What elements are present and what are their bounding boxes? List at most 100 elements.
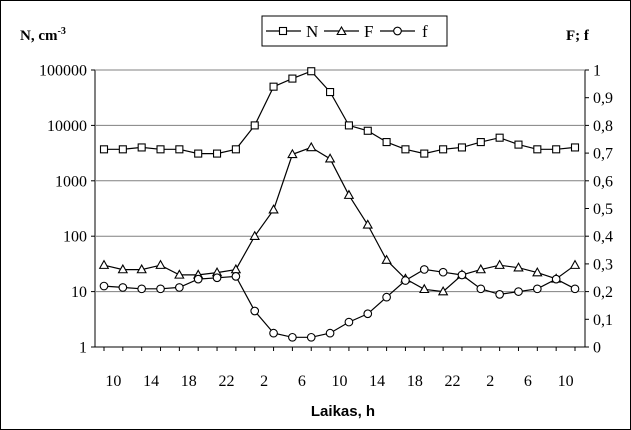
right-tick-label: 0,3 [593, 256, 613, 273]
right-tick-label: 0,2 [593, 284, 613, 301]
data-point-square [194, 149, 203, 158]
legend-triangle-marker [336, 25, 347, 36]
data-point-circle [288, 332, 297, 342]
gridlines [95, 69, 585, 293]
data-point-square [382, 138, 391, 147]
data-point-square [570, 143, 580, 152]
left-tick-label: 10 [71, 284, 87, 301]
data-point-square [439, 145, 448, 154]
data-point-triangle [475, 263, 487, 274]
data-point-triangle [268, 204, 279, 214]
data-point-square [137, 143, 146, 152]
data-point-square [344, 121, 353, 130]
left-tick-label: 1000 [55, 173, 87, 190]
x-tick-label: 6 [524, 373, 532, 390]
legend-label-f-upper: F [364, 22, 373, 41]
data-point-circle [495, 290, 504, 299]
data-point-triangle [155, 259, 166, 269]
data-point-circle [401, 276, 410, 285]
data-point-circle [250, 306, 260, 316]
series-f-lower [99, 265, 580, 342]
data-point-triangle [117, 263, 129, 274]
x-tick-label: 10 [105, 373, 121, 390]
data-point-triangle [98, 259, 110, 269]
data-point-triangle [174, 269, 185, 279]
data-point-square [269, 82, 278, 91]
data-point-square [212, 149, 222, 158]
right-axis-title: F; f [566, 28, 590, 44]
legend-item-f-upper: F [324, 22, 373, 41]
data-point-triangle [532, 267, 543, 277]
legend-square-marker [278, 26, 288, 36]
right-axis-ticks: 0 0,1 0,2 0,3 0,4 0,5 0,6 0,7 0,8 0,9 1 [585, 63, 613, 357]
x-tick-label: 2 [260, 373, 268, 390]
data-point-square [401, 145, 410, 154]
left-tick-label: 10000 [47, 118, 87, 135]
data-point-circle [269, 328, 278, 338]
data-point-triangle [287, 148, 298, 159]
legend-item-n: N [266, 22, 318, 41]
data-point-square [363, 126, 372, 135]
legend-circle-marker [393, 26, 402, 36]
data-point-triangle [249, 230, 260, 240]
data-point-square [457, 143, 467, 152]
data-point-circle [551, 274, 561, 284]
data-point-circle [532, 284, 542, 294]
data-point-triangle [437, 285, 449, 296]
x-tick-label: 14 [143, 373, 159, 390]
legend: N F f [261, 15, 448, 47]
data-point-triangle [343, 189, 355, 199]
legend-label-n: N [306, 22, 318, 41]
data-point-triangle [513, 262, 524, 272]
series-f-upper [98, 141, 581, 296]
data-point-square [495, 133, 504, 142]
data-point-circle [156, 284, 165, 294]
right-tick-label: 1 [593, 63, 601, 80]
x-tick-label: 18 [407, 373, 423, 390]
data-point-square [231, 145, 240, 154]
data-point-square [118, 145, 127, 154]
data-point-triangle [494, 259, 505, 269]
right-tick-label: 0,6 [593, 173, 613, 190]
legend-item-f-lower: f [380, 22, 428, 41]
data-point-circle [137, 284, 147, 294]
data-point-triangle [569, 259, 581, 269]
data-point-circle [212, 273, 222, 283]
data-point-circle [306, 332, 316, 342]
data-point-circle [570, 284, 580, 294]
data-point-triangle [362, 219, 373, 229]
right-tick-label: 0,5 [593, 201, 613, 218]
data-point-circle [457, 270, 467, 280]
data-point-circle [118, 283, 128, 292]
x-axis-title: Laikas, h [311, 403, 375, 420]
right-tick-label: 0,1 [593, 312, 613, 329]
data-point-circle [363, 309, 373, 319]
data-point-square [288, 74, 297, 83]
data-point-square [420, 149, 429, 158]
data-point-circle [382, 292, 391, 302]
data-point-square [476, 138, 485, 147]
data-point-square [326, 87, 335, 97]
data-point-square [156, 145, 165, 154]
data-point-square [175, 145, 184, 154]
left-axis-title: N, cm-3 [20, 26, 66, 44]
x-axis-ticks: 10 14 18 22 2 6 10 14 18 22 2 6 10 [103, 347, 576, 390]
data-point-triangle [324, 153, 336, 163]
data-point-circle [344, 317, 354, 327]
data-point-square [250, 121, 259, 130]
right-tick-label: 0,8 [593, 118, 613, 135]
data-point-square [307, 67, 316, 76]
data-point-square [552, 145, 561, 154]
right-tick-label: 0,9 [593, 90, 613, 107]
x-tick-label: 10 [332, 373, 348, 390]
x-tick-label: 18 [181, 373, 197, 390]
data-point-circle [514, 287, 523, 296]
left-axis-ticks: 1 10 100 1000 10000 100000 [39, 63, 95, 357]
data-point-circle [231, 272, 241, 281]
data-point-circle [175, 283, 184, 292]
left-tick-label: 1 [79, 340, 87, 357]
x-tick-label: 6 [298, 373, 306, 390]
data-point-triangle [136, 263, 147, 274]
